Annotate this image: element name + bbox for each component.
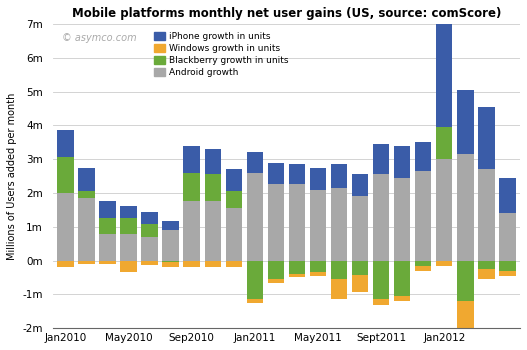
Bar	[183, 201, 200, 260]
Bar	[289, 164, 305, 184]
Bar	[310, 190, 326, 260]
Bar	[331, 188, 347, 260]
Bar	[394, 178, 411, 260]
Bar	[289, 184, 305, 260]
Legend: iPhone growth in units, Windows growth in units, Blackberry growth in units, And: iPhone growth in units, Windows growth i…	[151, 28, 292, 80]
Bar	[478, 260, 494, 269]
Bar	[57, 193, 74, 260]
Bar	[436, 127, 453, 159]
Bar	[120, 206, 136, 218]
Text: © asymco.com: © asymco.com	[62, 33, 136, 43]
Bar	[436, 7, 453, 127]
Bar	[373, 174, 389, 260]
Bar	[331, 164, 347, 188]
Bar	[78, 191, 95, 198]
Bar	[120, 233, 136, 260]
Bar	[373, 144, 389, 174]
Bar	[204, 260, 221, 267]
Y-axis label: Millions of Users added per month: Millions of Users added per month	[7, 92, 17, 260]
Bar	[499, 271, 515, 276]
Bar	[436, 260, 453, 266]
Bar	[183, 173, 200, 201]
Bar	[331, 260, 347, 279]
Bar	[310, 272, 326, 276]
Bar	[99, 260, 115, 264]
Bar	[141, 212, 158, 224]
Bar	[331, 279, 347, 300]
Bar	[57, 158, 74, 193]
Bar	[226, 260, 242, 267]
Bar	[120, 218, 136, 233]
Bar	[162, 230, 179, 260]
Bar	[247, 260, 263, 300]
Bar	[289, 260, 305, 274]
Bar	[478, 269, 494, 279]
Bar	[204, 201, 221, 260]
Bar	[310, 168, 326, 190]
Bar	[499, 213, 515, 260]
Bar	[247, 152, 263, 173]
Bar	[352, 260, 368, 275]
Bar	[78, 198, 95, 260]
Bar	[268, 162, 284, 184]
Bar	[247, 173, 263, 260]
Bar	[78, 168, 95, 191]
Bar	[457, 90, 474, 154]
Bar	[99, 218, 115, 233]
Bar	[57, 260, 74, 267]
Bar	[141, 260, 158, 265]
Bar	[268, 279, 284, 283]
Bar	[162, 220, 179, 230]
Title: Mobile platforms monthly net user gains (US, source: comScore): Mobile platforms monthly net user gains …	[72, 7, 501, 20]
Bar	[415, 260, 432, 266]
Bar	[120, 260, 136, 272]
Bar	[204, 149, 221, 174]
Bar	[415, 171, 432, 260]
Bar	[99, 201, 115, 218]
Bar	[373, 300, 389, 304]
Bar	[457, 301, 474, 350]
Bar	[394, 146, 411, 178]
Bar	[57, 131, 74, 158]
Bar	[268, 184, 284, 260]
Bar	[457, 260, 474, 301]
Bar	[226, 169, 242, 191]
Bar	[415, 142, 432, 171]
Bar	[204, 174, 221, 201]
Bar	[415, 266, 432, 271]
Bar	[394, 260, 411, 296]
Bar	[310, 260, 326, 272]
Bar	[162, 262, 179, 267]
Bar	[141, 237, 158, 260]
Bar	[99, 233, 115, 260]
Bar	[436, 159, 453, 260]
Bar	[499, 260, 515, 271]
Bar	[247, 300, 263, 303]
Bar	[183, 260, 200, 267]
Bar	[78, 260, 95, 264]
Bar	[352, 275, 368, 292]
Bar	[478, 107, 494, 169]
Bar	[499, 178, 515, 213]
Bar	[141, 224, 158, 237]
Bar	[183, 146, 200, 173]
Bar	[352, 196, 368, 260]
Bar	[226, 191, 242, 208]
Bar	[268, 260, 284, 279]
Bar	[478, 169, 494, 260]
Bar	[457, 154, 474, 260]
Bar	[373, 260, 389, 300]
Bar	[226, 208, 242, 260]
Bar	[352, 174, 368, 196]
Bar	[394, 296, 411, 301]
Bar	[289, 274, 305, 278]
Bar	[162, 260, 179, 262]
